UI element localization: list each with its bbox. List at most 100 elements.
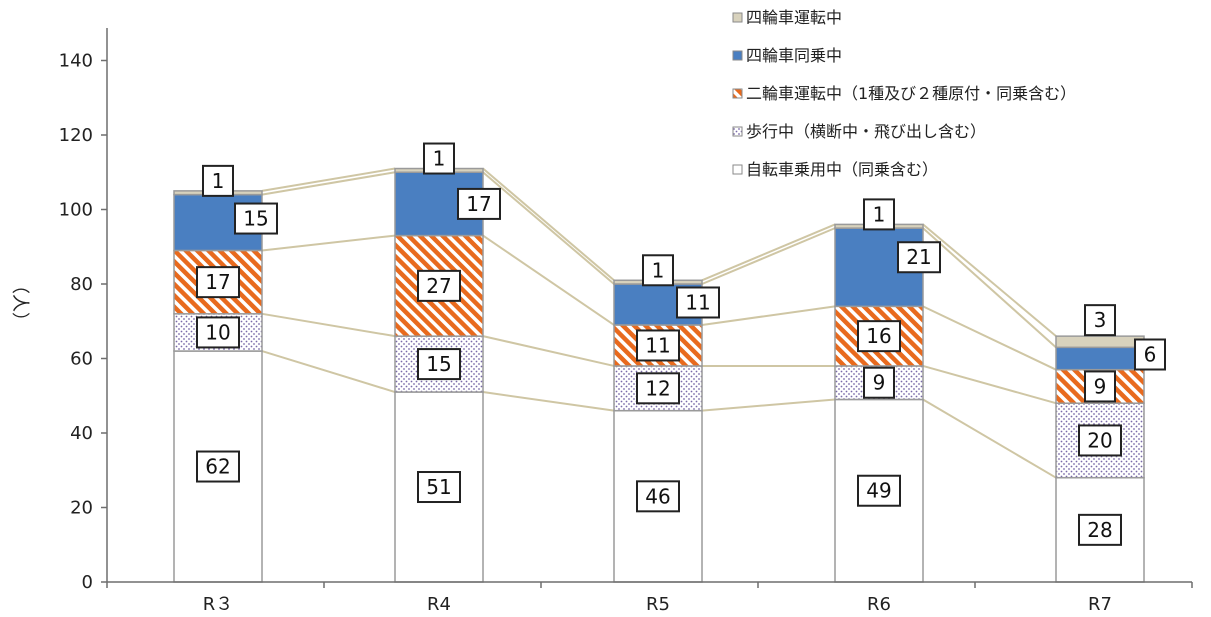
y-tick-label: 120 bbox=[59, 125, 93, 146]
data-label-box bbox=[857, 474, 901, 507]
data-label-box bbox=[1084, 304, 1116, 337]
data-label: 11 bbox=[645, 333, 670, 357]
connector-line bbox=[482, 391, 615, 412]
data-label-box bbox=[417, 348, 461, 381]
bar-segment bbox=[1055, 402, 1145, 479]
connector-line bbox=[922, 305, 1057, 371]
connector-line bbox=[261, 234, 396, 252]
data-label: 49 bbox=[866, 479, 891, 503]
connector-line bbox=[261, 312, 396, 338]
data-label-box bbox=[676, 286, 720, 319]
x-tick-label: R6 bbox=[867, 594, 891, 615]
data-label-box bbox=[897, 241, 941, 274]
data-label: 9 bbox=[873, 371, 886, 395]
data-label: 10 bbox=[205, 320, 230, 344]
y-tick-label: 140 bbox=[59, 51, 93, 72]
data-label-box bbox=[417, 269, 461, 302]
connector-line bbox=[701, 305, 836, 326]
data-label: 3 bbox=[1094, 308, 1107, 332]
x-tick-label: R4 bbox=[427, 594, 451, 615]
data-label: 20 bbox=[1087, 428, 1112, 452]
legend-label: 四輪車運転中 bbox=[746, 8, 842, 27]
connector-line bbox=[261, 350, 396, 393]
data-label-box bbox=[196, 266, 240, 299]
data-label: 62 bbox=[205, 455, 230, 479]
y-tick-label: 0 bbox=[82, 572, 93, 593]
connector-line bbox=[261, 167, 396, 192]
connector-line bbox=[922, 364, 1057, 405]
x-tick-label: R３ bbox=[203, 594, 234, 615]
connector-line bbox=[701, 398, 836, 412]
y-tick-label: 100 bbox=[59, 200, 93, 221]
data-label: 46 bbox=[645, 484, 670, 508]
connector-line bbox=[701, 223, 836, 282]
data-label: 21 bbox=[906, 245, 931, 269]
data-label-box bbox=[1134, 338, 1166, 371]
data-label: 1 bbox=[433, 147, 446, 171]
data-label-box bbox=[196, 316, 240, 349]
data-label: 17 bbox=[466, 192, 491, 216]
data-label: 6 bbox=[1144, 343, 1157, 367]
data-label: 1 bbox=[873, 202, 886, 226]
data-label-box bbox=[857, 320, 901, 353]
data-label-box bbox=[1078, 424, 1122, 457]
data-label: 11 bbox=[685, 290, 710, 314]
data-label: 16 bbox=[866, 324, 891, 348]
legend-swatch bbox=[732, 50, 743, 61]
legend-label: 二輪車運転中（1種及び２種原付・同乗含む） bbox=[746, 84, 1076, 103]
y-axis-label: （人） bbox=[9, 276, 30, 330]
data-label-box bbox=[636, 372, 680, 405]
data-label-box bbox=[423, 142, 455, 175]
data-label: 17 bbox=[205, 270, 230, 294]
y-tick-label: 20 bbox=[70, 498, 93, 519]
x-tick-label: R5 bbox=[646, 594, 670, 615]
data-label-box bbox=[196, 450, 240, 483]
data-label-box bbox=[1078, 513, 1122, 546]
data-label-box bbox=[202, 164, 234, 197]
connector-line bbox=[701, 227, 836, 285]
data-label-box bbox=[457, 187, 501, 220]
data-label: 9 bbox=[1094, 374, 1107, 398]
x-tick-label: R7 bbox=[1088, 594, 1112, 615]
legend-label: 自転車乗用中（同乗含む） bbox=[746, 160, 938, 179]
y-tick-label: 40 bbox=[70, 423, 93, 444]
legend-swatch bbox=[732, 126, 743, 137]
data-label-box bbox=[863, 366, 895, 399]
data-label: 15 bbox=[243, 207, 268, 231]
connector-line bbox=[482, 171, 615, 285]
data-label: 15 bbox=[426, 352, 451, 376]
connector-line bbox=[922, 227, 1057, 349]
connector-line bbox=[922, 223, 1057, 337]
legend-swatch bbox=[732, 164, 743, 175]
y-tick-label: 60 bbox=[70, 349, 93, 370]
data-label: 27 bbox=[426, 274, 451, 298]
data-label-box bbox=[417, 471, 461, 504]
data-label: 51 bbox=[426, 475, 451, 499]
connector-line bbox=[482, 167, 615, 282]
data-labels-layer: 6210171515115271714612111114991621128209… bbox=[196, 142, 1166, 546]
data-label-box bbox=[1084, 370, 1116, 403]
data-label: 28 bbox=[1087, 518, 1112, 542]
y-tick-label: 80 bbox=[70, 274, 93, 295]
data-label: 1 bbox=[652, 258, 665, 282]
connector-line bbox=[261, 171, 396, 196]
data-label-box bbox=[636, 480, 680, 513]
legend-swatch bbox=[732, 12, 743, 23]
legend-swatch bbox=[732, 88, 743, 99]
bar-segment bbox=[1055, 335, 1145, 349]
bar-segment bbox=[1055, 346, 1145, 371]
legend-label: 歩行中（横断中・飛び出し含む） bbox=[746, 122, 986, 141]
legend-label: 四輪車同乗中 bbox=[746, 46, 842, 65]
connector-line bbox=[482, 234, 615, 326]
data-label-box bbox=[642, 254, 674, 287]
connector-lines bbox=[261, 167, 1057, 479]
connector-line bbox=[922, 398, 1057, 479]
data-label-box bbox=[234, 202, 278, 235]
data-label-box bbox=[863, 198, 895, 231]
data-label-box bbox=[636, 329, 680, 362]
data-label: 1 bbox=[212, 169, 225, 193]
data-label: 12 bbox=[645, 376, 670, 400]
